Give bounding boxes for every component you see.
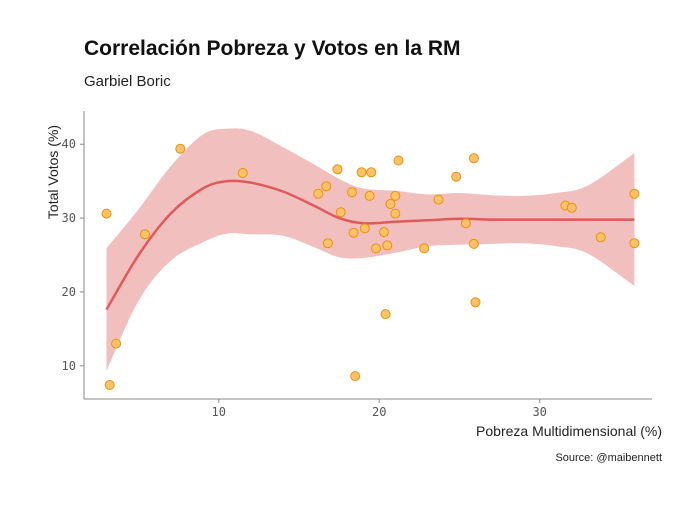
data-point	[390, 190, 401, 201]
data-point	[321, 181, 332, 192]
data-point	[350, 371, 361, 382]
points-layer	[101, 143, 640, 390]
confidence-band-layer	[106, 128, 635, 371]
data-point	[140, 229, 150, 240]
data-point	[347, 187, 357, 198]
data-point	[390, 208, 401, 219]
data-point	[629, 188, 640, 199]
data-point	[111, 338, 122, 349]
data-point	[595, 232, 606, 243]
y-axis-label: Total Votos (%)	[45, 125, 61, 219]
data-point	[385, 199, 396, 209]
data-point	[468, 153, 479, 164]
data-point	[460, 218, 471, 229]
data-point	[332, 164, 343, 175]
data-point	[359, 223, 370, 234]
data-point	[175, 143, 186, 154]
data-point	[356, 167, 367, 178]
y-tick-label: 10	[62, 359, 76, 373]
y-tick-label: 20	[62, 285, 76, 299]
chart-title: Correlación Pobreza y Votos en la RM	[84, 37, 461, 60]
data-point	[470, 297, 481, 308]
data-point	[468, 238, 479, 249]
x-tick-label: 10	[212, 405, 226, 419]
data-point	[313, 188, 324, 199]
data-point	[382, 240, 393, 251]
data-point	[629, 238, 640, 249]
data-point	[433, 194, 444, 205]
data-point	[104, 380, 115, 390]
data-point	[364, 190, 375, 201]
x-tick-label: 20	[372, 405, 386, 419]
data-point	[366, 167, 377, 178]
data-point	[335, 207, 346, 218]
x-axis-label: Pobreza Multidimensional (%)	[476, 423, 662, 439]
y-tick-label: 30	[62, 211, 76, 225]
data-point	[419, 243, 430, 254]
chart-caption: Source: @maibennett	[555, 452, 662, 464]
loess-smooth-line	[105, 179, 635, 311]
x-axis-ticks: 10 20 30	[212, 399, 547, 419]
y-axis-ticks: 10 20 30 40	[62, 137, 84, 373]
data-point	[379, 227, 389, 238]
data-point	[371, 243, 381, 254]
chart-subtitle: Garbiel Boric	[84, 73, 171, 90]
data-point	[237, 168, 248, 178]
data-point	[566, 202, 577, 213]
data-point	[101, 208, 112, 219]
data-point	[380, 309, 391, 320]
y-tick-label: 40	[62, 137, 76, 151]
data-point	[348, 227, 359, 238]
smooth-line-layer	[105, 179, 635, 311]
data-point	[322, 238, 333, 249]
x-tick-label: 30	[532, 405, 546, 419]
confidence-band	[106, 128, 635, 371]
data-point	[393, 155, 404, 166]
data-point	[451, 171, 462, 182]
